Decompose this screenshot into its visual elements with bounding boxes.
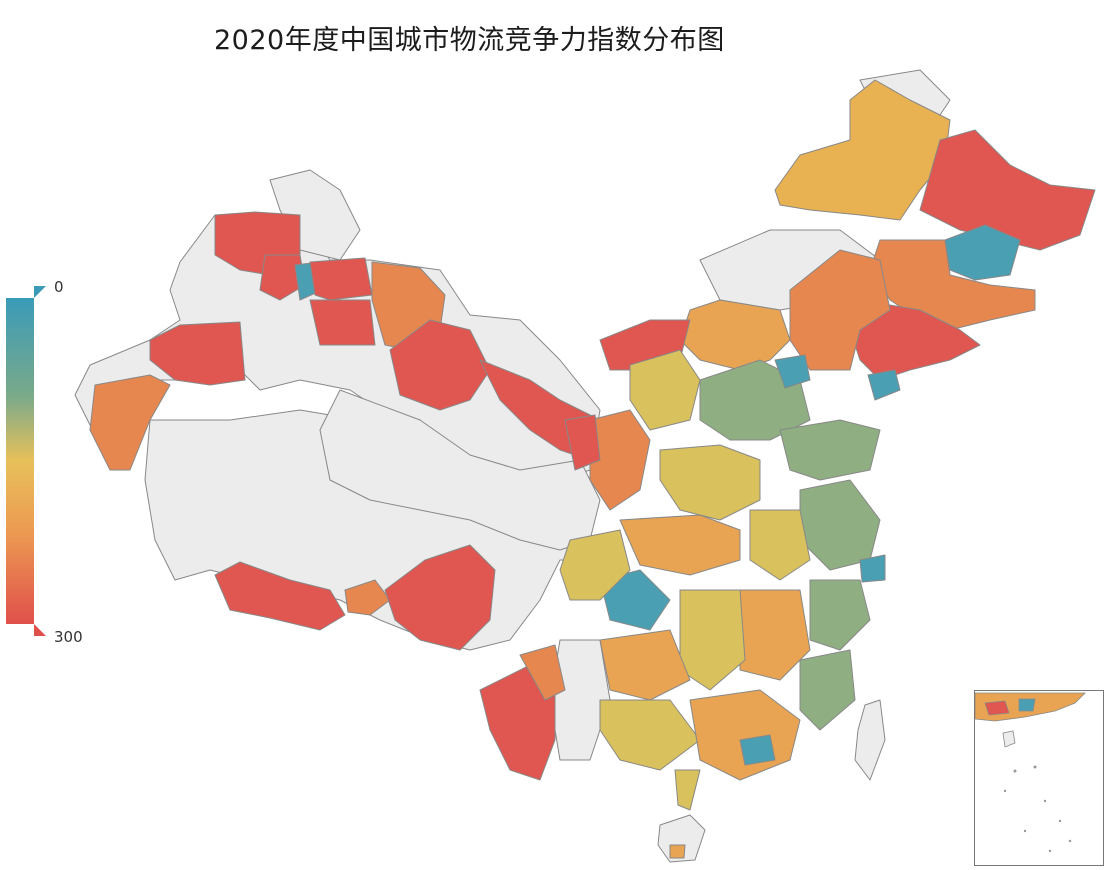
region-qinghai-nodata[interactable] [319,389,601,551]
region-fujian[interactable] [799,649,856,731]
legend-top-marker [34,286,46,298]
china-map [74,69,1096,863]
region-jilin-teal[interactable] [944,224,1021,281]
inset-mainland-teal [1018,698,1036,712]
region-ngari[interactable] [214,561,346,631]
inset-map [974,692,1086,853]
region-sichuan[interactable] [559,529,631,601]
region-shandong[interactable] [779,419,881,481]
inset-mainland-red [984,700,1010,716]
region-guangdong[interactable] [689,689,801,781]
region-shaanxi[interactable] [589,409,651,511]
region-zhejiang[interactable] [809,579,871,651]
region-changji[interactable] [309,257,373,301]
region-ningxia[interactable] [564,414,601,471]
region-beijing-teal[interactable] [774,354,811,389]
legend-min-label: 0 [54,278,64,296]
legend-max-label: 300 [54,628,83,646]
region-inner-mongolia-mid[interactable] [679,299,791,371]
region-guizhou[interactable] [599,629,691,701]
region-shanghai-teal[interactable] [859,554,886,583]
region-anhui[interactable] [749,509,811,581]
region-taiwan-nodata[interactable] [854,699,886,781]
region-hubei[interactable] [619,514,741,576]
region-bayingol[interactable] [389,319,491,411]
legend-markers [34,286,46,636]
inset-hainan [1002,730,1016,748]
region-guangdong-teal[interactable] [739,734,776,766]
inset-islands [1003,765,1072,853]
color-scale-legend: 0 300 [0,276,110,650]
region-lhasa[interactable] [384,544,496,651]
region-shanxi[interactable] [629,349,701,431]
region-henan[interactable] [659,444,761,521]
region-chongqing-teal[interactable] [599,569,671,631]
region-shigatse-orange[interactable] [344,579,391,616]
region-kashgar-west[interactable] [89,374,171,471]
region-turpan[interactable] [309,299,376,346]
region-liaoning-teal[interactable] [867,369,901,401]
region-leizhou[interactable] [674,769,701,811]
region-guangxi[interactable] [599,699,701,771]
region-inner-mongolia-east[interactable] [789,249,891,371]
region-karamay[interactable] [259,254,306,301]
region-kashgar[interactable] [149,321,246,386]
region-hainan-orange[interactable] [669,844,686,859]
legend-bottom-marker [34,624,46,636]
region-jiangsu[interactable] [799,479,881,571]
region-hunan[interactable] [679,589,746,691]
map-title: 2020年度中国城市物流竞争力指数分布图 [214,25,725,56]
region-heilongjiang-east[interactable] [919,129,1096,251]
region-yunnan-orange[interactable] [519,644,566,701]
legend-gradient-bar [6,298,34,624]
south-china-sea-inset [974,690,1104,866]
